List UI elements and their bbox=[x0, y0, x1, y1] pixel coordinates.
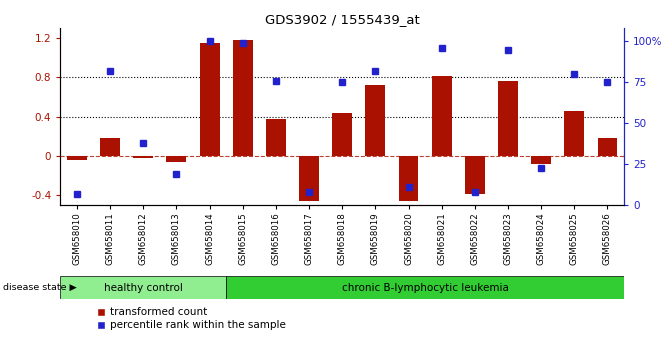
Bar bbox=[266, 119, 286, 156]
Bar bbox=[399, 156, 419, 201]
Bar bbox=[60, 276, 226, 299]
Bar bbox=[233, 40, 253, 156]
Bar bbox=[332, 113, 352, 156]
Bar bbox=[498, 81, 518, 156]
Bar bbox=[134, 156, 153, 158]
Text: healthy control: healthy control bbox=[104, 282, 183, 293]
Bar bbox=[366, 85, 385, 156]
Legend: transformed count, percentile rank within the sample: transformed count, percentile rank withi… bbox=[93, 303, 290, 335]
Title: GDS3902 / 1555439_at: GDS3902 / 1555439_at bbox=[265, 13, 419, 26]
Bar bbox=[564, 111, 584, 156]
Bar bbox=[299, 156, 319, 201]
Bar bbox=[166, 156, 187, 162]
Bar bbox=[226, 276, 624, 299]
Bar bbox=[67, 156, 87, 160]
Bar bbox=[100, 138, 120, 156]
Bar bbox=[200, 43, 219, 156]
Bar bbox=[597, 138, 617, 156]
Text: disease state ▶: disease state ▶ bbox=[3, 283, 77, 292]
Text: chronic B-lymphocytic leukemia: chronic B-lymphocytic leukemia bbox=[342, 282, 509, 293]
Bar bbox=[431, 75, 452, 156]
Bar bbox=[465, 156, 484, 194]
Bar bbox=[531, 156, 551, 164]
